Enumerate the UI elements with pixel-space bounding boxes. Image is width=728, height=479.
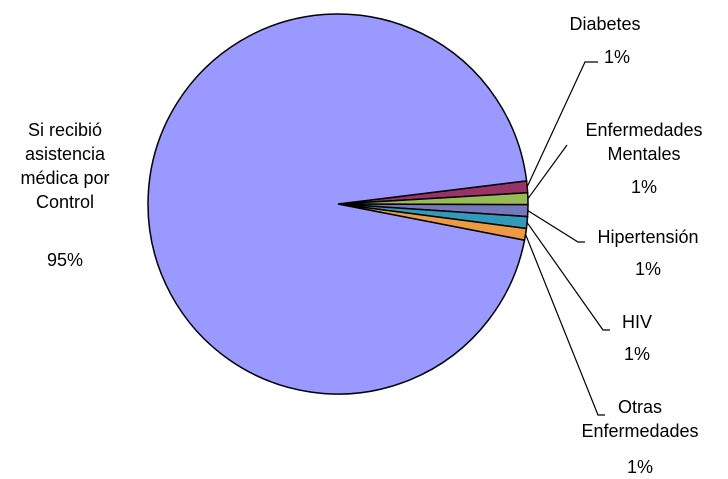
slice-percent: 1% — [603, 47, 630, 67]
slice-percent: 1% — [623, 344, 650, 364]
leader-line — [527, 144, 568, 200]
slice-label: Otras Enfermedades — [581, 397, 699, 441]
slice-percent: 1% — [634, 259, 661, 279]
slice-percent: 95% — [46, 250, 84, 270]
leader-line — [526, 61, 598, 188]
slice-label: HIV — [621, 312, 652, 332]
slice-label: Enfermedades Mentales — [585, 120, 703, 164]
slice-percent: 1% — [626, 457, 653, 477]
leader-line — [524, 234, 605, 416]
slice-label: Diabetes — [569, 14, 641, 34]
slice-label: Hipertensión — [597, 227, 699, 247]
slice-percent: 1% — [630, 177, 657, 197]
leader-line — [527, 210, 585, 243]
leader-line — [526, 222, 610, 331]
pie-slice — [147, 13, 528, 395]
slice-label: Si recibió asistencia médica por Control — [20, 120, 110, 212]
